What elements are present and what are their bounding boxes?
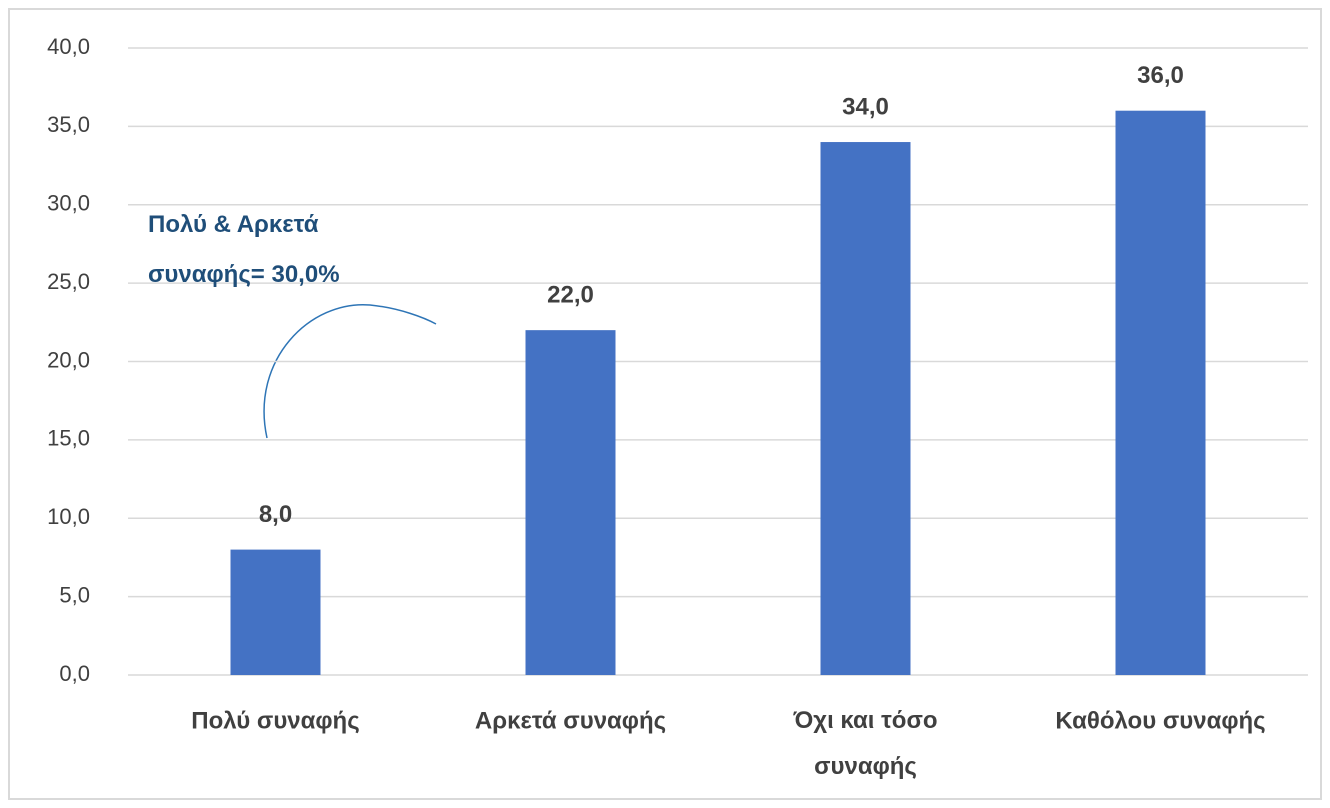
data-label: 34,0 xyxy=(842,93,889,120)
y-tick-label: 15,0 xyxy=(47,426,90,451)
annotation: Πολύ & Αρκετά συναφής= 30,0% xyxy=(148,211,340,288)
x-tick-label: Πολύ συναφής xyxy=(191,707,359,734)
x-tick-label: Αρκετά συναφής xyxy=(475,707,666,734)
y-tick-label: 30,0 xyxy=(47,191,90,216)
data-label: 36,0 xyxy=(1137,62,1184,89)
data-label: 8,0 xyxy=(259,501,292,528)
data-label: 22,0 xyxy=(547,281,594,308)
x-tick-label: Καθόλου συναφής xyxy=(1055,707,1265,734)
y-tick-label: 10,0 xyxy=(47,504,90,529)
bar xyxy=(1115,110,1206,675)
y-tick-label: 20,0 xyxy=(47,347,90,372)
y-tick-label: 0,0 xyxy=(59,661,90,686)
bar xyxy=(230,549,321,675)
bar xyxy=(525,330,616,675)
y-tick-label: 40,0 xyxy=(47,34,90,59)
y-tick-label: 5,0 xyxy=(59,582,90,607)
x-tick-label: Όχι και τόσο συναφής xyxy=(792,707,937,780)
annotation-arc xyxy=(263,304,437,439)
chart-frame xyxy=(8,8,1322,800)
y-tick-label: 35,0 xyxy=(47,112,90,137)
y-tick-label: 25,0 xyxy=(47,269,90,294)
bar xyxy=(820,142,911,676)
